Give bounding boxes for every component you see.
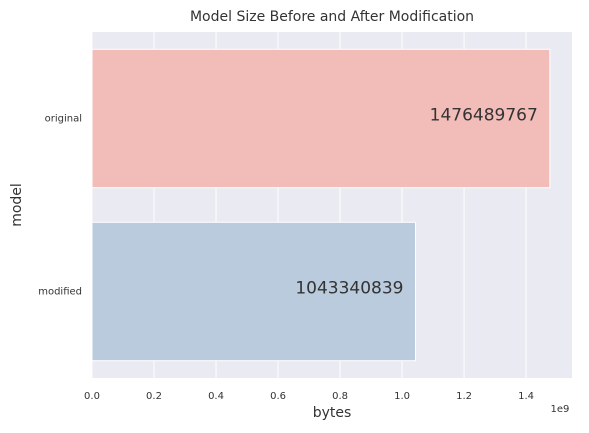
x-tick-label: 0.8 [332, 391, 348, 402]
value-label: 1043340839 [295, 279, 403, 299]
y-tick-label: original [45, 114, 82, 125]
chart-title: Model Size Before and After Modification [190, 9, 474, 25]
y-tick-label: modified [38, 287, 82, 298]
x-axis-label: bytes [313, 405, 352, 421]
x-tick-label: 1.4 [518, 391, 534, 402]
value-label: 1476489767 [430, 106, 538, 126]
x-tick-label: 0.2 [146, 391, 162, 402]
bar [91, 48, 551, 189]
x-tick-label: 1.2 [456, 391, 472, 402]
y-axis-label: model [9, 183, 25, 227]
bar [91, 221, 417, 362]
x-offset-label: 1e9 [551, 404, 570, 415]
x-tick-label: 0.6 [270, 391, 286, 402]
x-tick-label: 0.0 [84, 391, 100, 402]
x-tick-label: 1.0 [394, 391, 410, 402]
x-tick-label: 0.4 [208, 391, 224, 402]
